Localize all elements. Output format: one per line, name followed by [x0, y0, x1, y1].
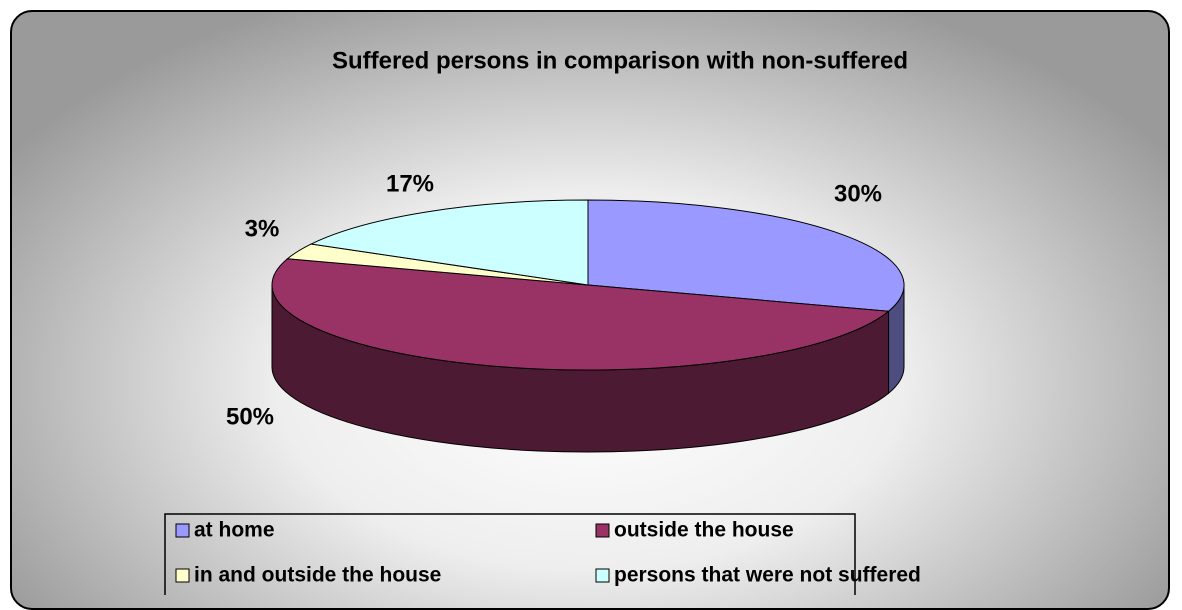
value-label: 50%	[226, 403, 274, 430]
legend-swatch	[175, 568, 190, 583]
slice	[271, 258, 890, 371]
chart-title: Suffered persons in comparison with non-…	[332, 47, 908, 74]
legend-label: outside the house	[614, 519, 794, 542]
legend-swatch	[595, 568, 610, 583]
legend-label: at home	[194, 519, 275, 542]
chart: Suffered persons in comparison with non-…	[164, 47, 921, 595]
legend-box	[164, 513, 856, 595]
value-label: 17%	[386, 170, 434, 197]
value-label: 3%	[245, 215, 280, 242]
value-label: 30%	[834, 180, 882, 207]
slice	[309, 199, 589, 286]
legend-label: persons that were not suffered	[614, 564, 921, 587]
legend-swatch	[595, 523, 610, 538]
legend-label: in and outside the house	[194, 564, 441, 587]
legend-swatch	[175, 523, 190, 538]
slice	[587, 199, 905, 312]
